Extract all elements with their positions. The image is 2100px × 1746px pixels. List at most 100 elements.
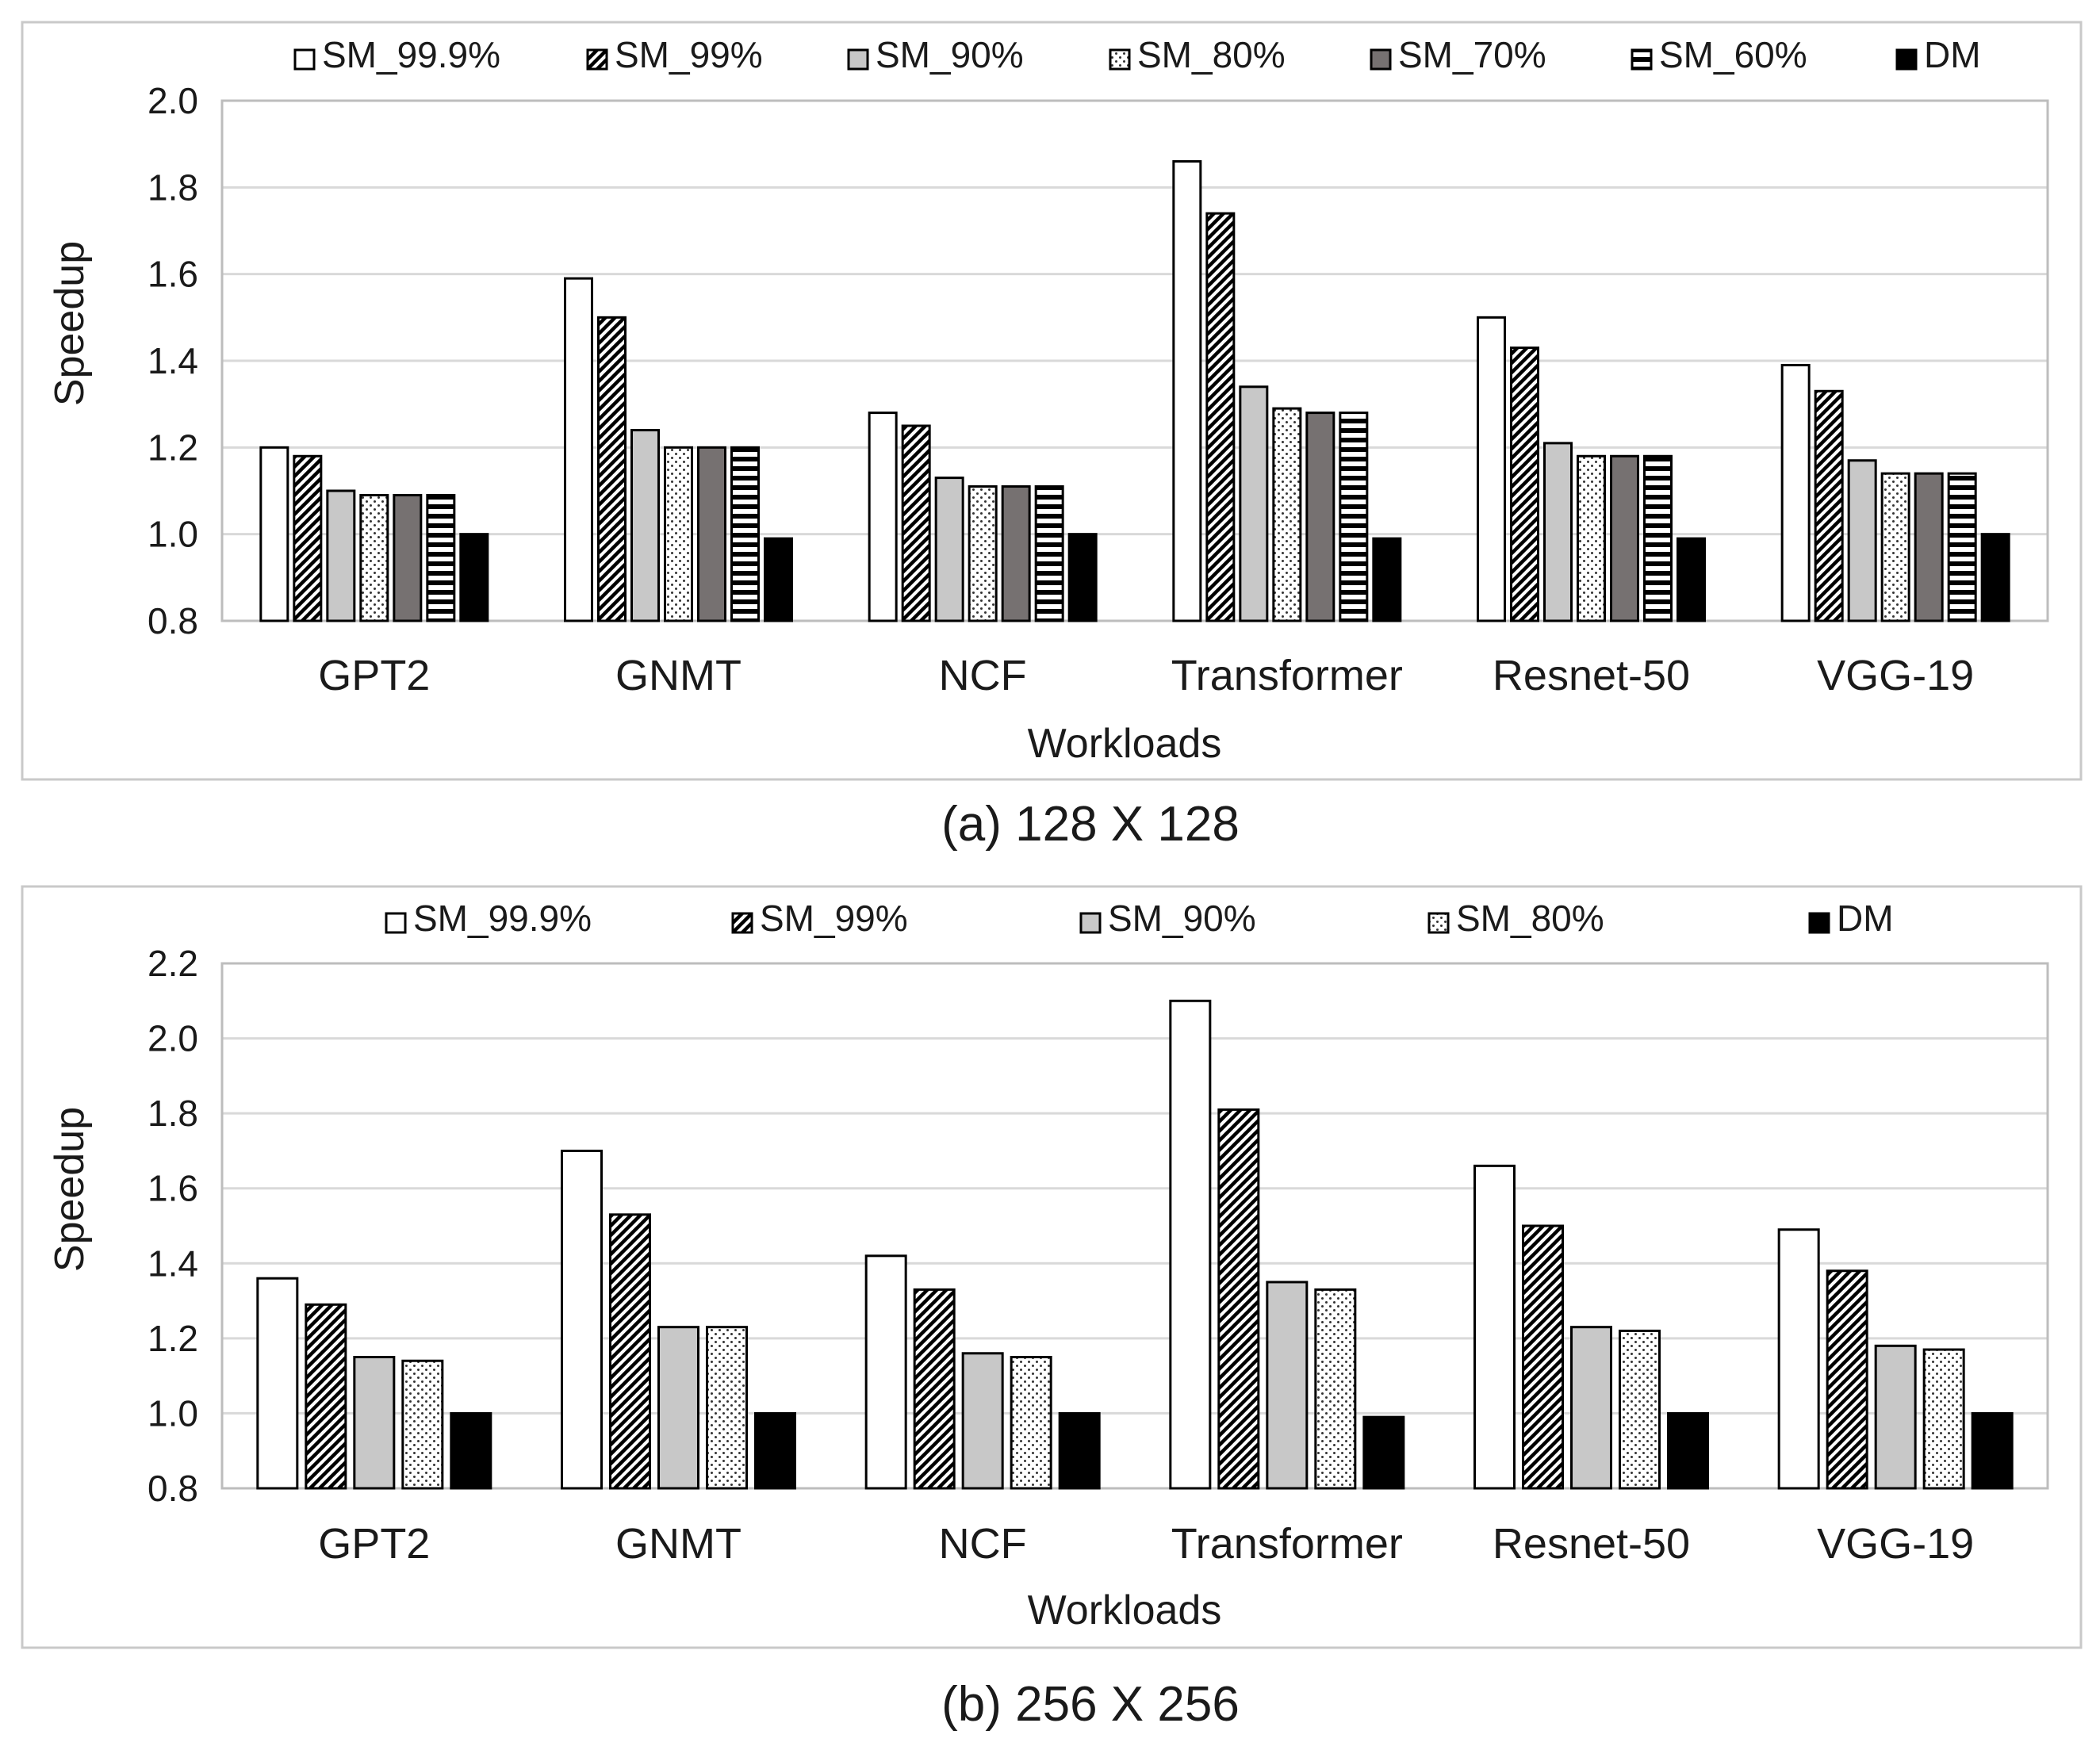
bar-gnmt-sm-90 bbox=[657, 1326, 699, 1490]
bar-transformer-sm-60 bbox=[1339, 412, 1369, 622]
bar-gpt2-sm-80 bbox=[359, 493, 389, 622]
bars bbox=[256, 999, 2014, 1490]
bar-gpt2-sm-60 bbox=[426, 493, 456, 622]
legend-item-sm-80: SM_80% bbox=[1109, 34, 1286, 75]
bar-resnet-50-dm bbox=[1667, 1411, 1709, 1490]
bar-gpt2-sm-99 bbox=[293, 454, 323, 622]
bar-ncf-dm bbox=[1067, 533, 1098, 622]
bar-resnet-50-dm bbox=[1677, 537, 1706, 622]
legend-swatch bbox=[586, 48, 608, 71]
x-category-label: NCF bbox=[939, 652, 1027, 699]
y-tick-label: 1.4 bbox=[148, 1242, 198, 1284]
bar-transformer-sm-80 bbox=[1272, 407, 1302, 622]
bar-gpt2-sm-99-9 bbox=[259, 446, 289, 622]
legend: SM_99.9% SM_99% SM_90% SM_80% SM_70% SM_60% DM bbox=[293, 34, 1981, 75]
bar-ncf-sm-99 bbox=[901, 424, 931, 622]
y-axis-title: Speedup bbox=[47, 1107, 93, 1272]
legend-swatch bbox=[1895, 48, 1918, 71]
x-axis-categories: GPT2 GNMT NCF Transformer Resnet-50 VGG-19 bbox=[318, 1520, 1974, 1568]
bar-resnet-50-sm-99-9 bbox=[1473, 1164, 1516, 1490]
x-category-label: VGG-19 bbox=[1817, 652, 1974, 699]
bar-ncf-sm-99 bbox=[913, 1288, 956, 1490]
bar-ncf-sm-60 bbox=[1034, 485, 1064, 622]
x-category-label: Resnet-50 bbox=[1493, 652, 1690, 699]
bar-resnet-50-sm-90 bbox=[1570, 1326, 1612, 1490]
legend-item-dm: DM bbox=[1808, 898, 1894, 939]
bar-vgg-19-sm-80 bbox=[1880, 472, 1910, 622]
bar-gpt2-dm bbox=[459, 533, 489, 622]
bar-vgg-19-dm bbox=[1971, 1411, 2014, 1490]
bar-gpt2-sm-90 bbox=[353, 1356, 396, 1490]
y-tick-label: 2.2 bbox=[148, 943, 198, 984]
bar-vgg-19-sm-99-9 bbox=[1780, 363, 1811, 622]
legend-label: SM_99% bbox=[615, 34, 763, 75]
y-axis-ticks: 0.8 1.0 1.2 1.4 1.6 1.8 2.0 bbox=[148, 80, 198, 641]
bar-transformer-sm-99 bbox=[1217, 1108, 1260, 1490]
bar-gnmt-dm bbox=[754, 1411, 796, 1490]
legend-label: SM_80% bbox=[1137, 34, 1286, 75]
bar-gpt2-sm-99 bbox=[305, 1303, 347, 1490]
bar-resnet-50-sm-99-9 bbox=[1477, 316, 1506, 622]
legend-label: SM_90% bbox=[1108, 898, 1256, 939]
y-tick-label: 1.2 bbox=[148, 427, 198, 468]
x-category-label: GNMT bbox=[615, 1520, 742, 1568]
bar-transformer-sm-99 bbox=[1205, 212, 1236, 622]
bar-transformer-dm bbox=[1372, 537, 1402, 622]
gridlines bbox=[222, 1037, 2048, 1415]
legend-swatch bbox=[1370, 48, 1392, 71]
legend-item-dm: DM bbox=[1895, 34, 1981, 75]
legend-label: SM_90% bbox=[876, 34, 1024, 75]
bar-gnmt-sm-80 bbox=[706, 1326, 748, 1490]
y-tick-label: 1.2 bbox=[148, 1318, 198, 1359]
caption-b: (b) 256 X 256 bbox=[941, 1677, 1240, 1732]
bar-vgg-19-sm-80 bbox=[1922, 1348, 1965, 1490]
panel-frame bbox=[21, 21, 2083, 781]
legend-item-sm-99: SM_99% bbox=[731, 898, 908, 939]
bar-gnmt-dm bbox=[764, 537, 793, 622]
y-tick-label: 2.0 bbox=[148, 80, 198, 121]
bar-gpt2-sm-99-9 bbox=[256, 1277, 299, 1490]
legend-item-sm-90: SM_90% bbox=[1079, 898, 1256, 939]
bar-gnmt-sm-99 bbox=[609, 1213, 651, 1490]
x-axis-title: Workloads bbox=[1028, 1587, 1222, 1633]
chart-panel-a: 0.8 1.0 1.2 1.4 1.6 1.8 2.0 GPT2 GNMT NCF Transfo… bbox=[21, 21, 2083, 781]
legend-swatch bbox=[847, 48, 869, 71]
bar-ncf-sm-80 bbox=[968, 485, 998, 622]
bar-transformer-sm-99-9 bbox=[1172, 160, 1202, 622]
x-category-label: Resnet-50 bbox=[1493, 1520, 1690, 1568]
x-axis-title: Workloads bbox=[1028, 721, 1222, 767]
legend-item-sm-80: SM_80% bbox=[1427, 898, 1604, 939]
legend-item-sm-99: SM_99% bbox=[586, 34, 763, 75]
legend-label: SM_99.9% bbox=[322, 34, 500, 75]
bar-transformer-sm-90 bbox=[1239, 385, 1269, 622]
legend-label: SM_99.9% bbox=[413, 898, 592, 939]
bar-ncf-sm-80 bbox=[1010, 1356, 1052, 1490]
x-category-label: VGG-19 bbox=[1817, 1520, 1974, 1568]
legend-item-sm-70: SM_70% bbox=[1370, 34, 1546, 75]
legend-item-sm-60: SM_60% bbox=[1631, 34, 1807, 75]
legend-swatch bbox=[731, 912, 753, 934]
bar-gnmt-sm-99-9 bbox=[561, 1149, 603, 1490]
legend-label: DM bbox=[1924, 34, 1981, 75]
legend-item-sm-90: SM_90% bbox=[847, 34, 1024, 75]
y-tick-label: 2.0 bbox=[148, 1018, 198, 1059]
y-tick-label: 0.8 bbox=[148, 1468, 198, 1509]
bar-ncf-sm-90 bbox=[934, 477, 964, 622]
panel-frame bbox=[21, 885, 2083, 1649]
bar-resnet-50-sm-80 bbox=[1577, 454, 1606, 622]
bar-ncf-dm bbox=[1058, 1411, 1101, 1490]
legend-swatch bbox=[293, 48, 316, 71]
y-tick-label: 1.0 bbox=[148, 1392, 198, 1434]
y-axis-ticks: 0.8 1.0 1.2 1.4 1.6 1.8 2.0 2.2 bbox=[148, 943, 198, 1509]
bar-gpt2-sm-80 bbox=[401, 1359, 444, 1490]
bar-vgg-19-sm-70 bbox=[1914, 472, 1944, 622]
legend-swatch bbox=[1079, 912, 1102, 934]
bar-gnmt-sm-90 bbox=[630, 428, 660, 622]
bar-ncf-sm-99-9 bbox=[864, 1254, 907, 1490]
y-tick-label: 1.6 bbox=[148, 1168, 198, 1209]
x-category-label: Transformer bbox=[1171, 1520, 1403, 1568]
bar-vgg-19-sm-99 bbox=[1814, 389, 1844, 622]
bar-transformer-dm bbox=[1362, 1415, 1405, 1490]
y-tick-label: 1.6 bbox=[148, 254, 198, 295]
bar-transformer-sm-90 bbox=[1266, 1281, 1309, 1490]
